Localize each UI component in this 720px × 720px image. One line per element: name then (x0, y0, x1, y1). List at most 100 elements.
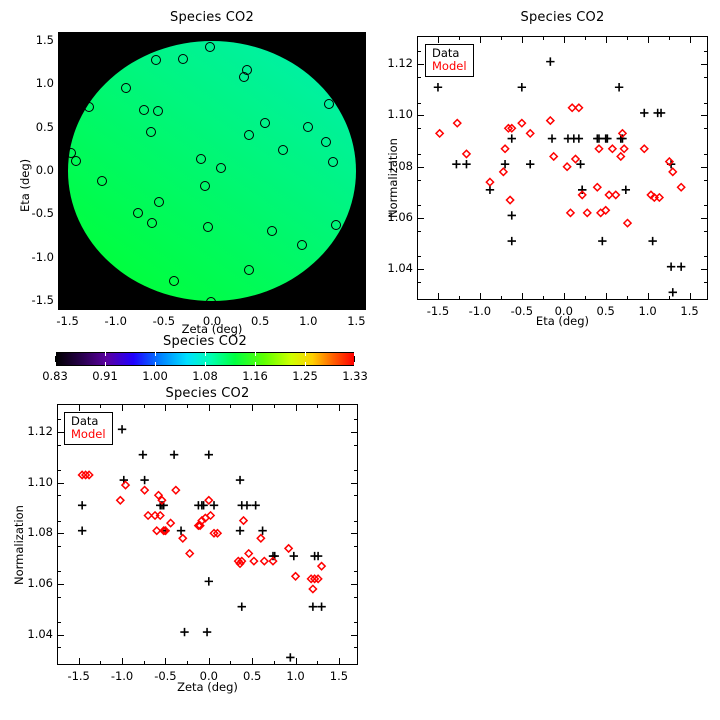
model-point-diamond (237, 556, 247, 566)
axis-tick (308, 32, 310, 39)
axis-tick (187, 32, 189, 36)
model-point-diamond (171, 485, 181, 495)
model-point-diamond (143, 510, 153, 521)
data-point-plus (176, 526, 186, 535)
fov-marker-circle (168, 276, 179, 287)
eta-scatter-title: Species CO2 (520, 10, 605, 25)
axis-tick (362, 236, 366, 238)
series-data (77, 425, 326, 662)
axis-tick (139, 306, 141, 310)
axis-tick (354, 444, 358, 446)
data-point-plus (598, 236, 607, 246)
axis-tick (704, 205, 708, 207)
axis-tick (354, 596, 358, 598)
axis-tick (273, 661, 275, 665)
axis-tick (417, 102, 421, 104)
model-point-diamond (570, 154, 581, 164)
axis-tick (208, 404, 210, 411)
data-point-plus (507, 134, 516, 143)
eta-scatter-plotarea (433, 57, 686, 297)
axis-tick (165, 658, 167, 665)
fov-marker-circle (203, 222, 214, 233)
axis-tick (57, 533, 64, 535)
model-point-diamond (607, 144, 618, 154)
fov-marker-circle (320, 137, 331, 148)
model-point-diamond (165, 518, 176, 528)
axis-tick (647, 36, 649, 43)
axis-tick (359, 84, 366, 86)
model-point-diamond (205, 510, 216, 521)
axis-tick (317, 661, 319, 665)
fov-marker-circle (132, 207, 143, 218)
data-point-plus (668, 288, 677, 297)
fov-marker-circle (146, 126, 157, 137)
colorbar-tick (105, 352, 106, 356)
axis-tick (139, 32, 141, 36)
axis-tick (701, 217, 708, 219)
model-point-diamond (545, 115, 556, 126)
zeta-scatter-xlabel: Zeta (deg) (177, 680, 238, 694)
axis-tick (359, 171, 366, 172)
model-point-diamond (197, 515, 207, 526)
axis-ticklabel: -0.5 (510, 304, 534, 318)
zeta-scatter-ylabel: Normalization (12, 505, 26, 585)
axis-tick (187, 661, 189, 665)
model-point-diamond (565, 208, 576, 218)
eta-scatter-legend: Data Model (425, 44, 474, 78)
data-point-plus (656, 108, 666, 118)
axis-tick (417, 217, 424, 219)
data-point-plus (526, 159, 535, 169)
axis-tick (359, 257, 366, 259)
model-point-diamond (268, 556, 278, 566)
axis-tick (58, 84, 65, 86)
data-point-plus (517, 83, 527, 92)
axis-tick (354, 520, 358, 522)
axis-tick (351, 583, 358, 585)
axis-tick (208, 658, 210, 665)
axis-tick (417, 230, 421, 232)
axis-tick (362, 279, 366, 281)
axis-tick (362, 149, 366, 151)
data-point-plus (235, 526, 245, 535)
axis-tick (479, 293, 481, 300)
axis-tick (704, 153, 708, 155)
data-point-plus (507, 236, 516, 246)
axis-tick (295, 658, 297, 665)
axis-tick (115, 303, 117, 310)
axis-tick (78, 658, 80, 665)
axis-tick (57, 583, 64, 585)
axis-tick (115, 32, 117, 39)
axis-ticklabel: 1.0 (299, 314, 318, 328)
data-point-plus (614, 83, 624, 92)
axis-tick (317, 404, 319, 408)
colorbar-tick (205, 352, 206, 356)
fov-marker-circle (71, 155, 82, 166)
fov-marker-circle (97, 176, 108, 187)
model-point-diamond (594, 144, 604, 154)
axis-tick (362, 105, 366, 107)
fov-marker-circle (154, 197, 165, 208)
eta-scatter-xlabel: Eta (deg) (535, 314, 590, 328)
axis-ticklabel: 1.06 (27, 575, 53, 590)
axis-ticklabel: 1.10 (27, 474, 53, 489)
axis-tick (704, 282, 708, 284)
series-model (434, 103, 686, 228)
data-point-plus (618, 134, 627, 143)
colorbar-tick (354, 362, 355, 366)
colorbar-tick (155, 352, 156, 356)
axis-tick (356, 303, 358, 310)
axis-tick (701, 166, 708, 168)
data-point-plus (237, 602, 246, 611)
colorbar-tick (255, 362, 256, 366)
fov-marker-circle (178, 53, 189, 64)
axis-tick (57, 621, 61, 623)
data-point-plus (258, 526, 267, 535)
legend-model-label: Model (432, 59, 467, 74)
axis-tick (165, 404, 167, 411)
model-point-diamond (507, 123, 517, 133)
axis-tick (626, 296, 628, 300)
axis-tick (57, 634, 64, 636)
axis-ticklabel: 0.0 (202, 314, 222, 328)
axis-tick (417, 51, 421, 53)
